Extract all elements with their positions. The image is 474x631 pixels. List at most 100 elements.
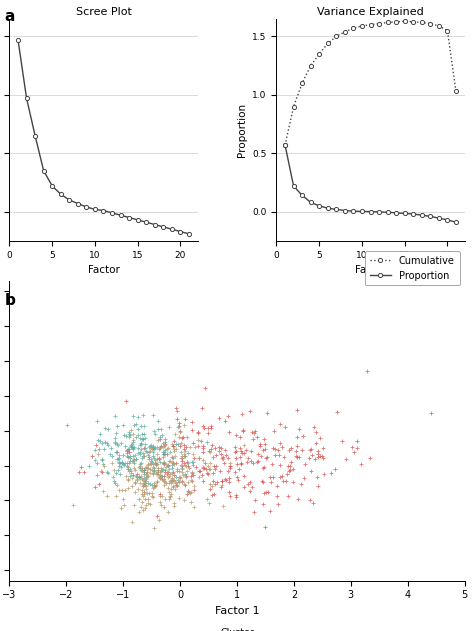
Point <box>160 458 168 468</box>
Point <box>120 460 128 470</box>
Point <box>156 442 164 452</box>
Point <box>130 457 137 468</box>
Point <box>160 480 168 490</box>
Point <box>134 475 141 485</box>
Point <box>314 452 321 462</box>
Point <box>150 466 158 476</box>
Point <box>146 498 154 509</box>
Point <box>158 500 165 510</box>
Point <box>259 499 267 509</box>
Point <box>174 439 182 449</box>
Point <box>190 439 197 449</box>
Point <box>152 443 159 453</box>
Point <box>138 485 146 495</box>
Point <box>165 456 173 466</box>
Point <box>207 421 215 431</box>
Point <box>150 453 158 463</box>
Point <box>148 464 156 475</box>
Point <box>183 432 191 442</box>
Point <box>180 432 187 442</box>
Point <box>145 454 153 464</box>
Point <box>104 425 111 435</box>
Point <box>141 493 149 504</box>
Point <box>248 427 256 437</box>
Point <box>157 423 164 433</box>
Point <box>308 466 315 476</box>
Point <box>152 468 160 478</box>
Point <box>169 468 176 478</box>
Point <box>290 464 297 474</box>
Point <box>115 485 122 495</box>
Point <box>217 482 225 492</box>
Point <box>135 507 143 517</box>
Point <box>97 466 105 476</box>
Point <box>124 446 131 456</box>
Point <box>231 466 239 476</box>
Point <box>247 456 255 466</box>
Point <box>293 441 301 451</box>
Point <box>164 507 172 517</box>
Point <box>143 462 150 472</box>
Point <box>275 450 283 460</box>
Point <box>286 465 294 475</box>
Point <box>128 473 136 483</box>
Point <box>124 475 131 485</box>
Point <box>104 438 111 448</box>
Point <box>306 495 314 505</box>
Point <box>225 427 232 437</box>
Y-axis label: Proportion: Proportion <box>237 103 247 157</box>
Point <box>200 443 207 453</box>
Point <box>170 457 177 468</box>
Point <box>195 454 203 464</box>
Point <box>158 490 165 500</box>
Point <box>99 459 107 469</box>
Point <box>124 444 132 454</box>
Point <box>225 487 233 497</box>
Title: Variance Explained: Variance Explained <box>317 7 424 17</box>
Point <box>104 468 112 478</box>
Point <box>226 491 234 501</box>
Point <box>278 442 285 452</box>
Point <box>281 452 288 463</box>
Point <box>122 396 130 406</box>
Point <box>122 471 129 481</box>
Point <box>174 422 182 432</box>
Point <box>251 426 259 436</box>
Point <box>180 444 188 454</box>
Point <box>132 432 139 442</box>
Point <box>144 472 151 482</box>
Point <box>165 493 173 504</box>
Point <box>140 480 148 490</box>
Point <box>213 476 221 487</box>
Point <box>106 449 114 459</box>
Point <box>195 472 202 482</box>
Point <box>98 454 106 464</box>
Point <box>192 462 200 472</box>
Point <box>176 426 184 436</box>
Point <box>163 467 171 477</box>
Point <box>146 464 154 474</box>
Point <box>293 432 301 442</box>
Point <box>99 485 107 495</box>
Point <box>295 452 303 463</box>
Point <box>338 436 346 446</box>
Point <box>170 459 177 469</box>
Point <box>89 451 96 461</box>
Point <box>150 427 157 437</box>
Point <box>149 459 157 469</box>
Point <box>143 484 150 494</box>
Point <box>136 461 144 471</box>
Point <box>210 489 218 499</box>
Point <box>242 445 250 456</box>
Point <box>141 465 148 475</box>
Point <box>158 474 165 484</box>
Point <box>126 456 134 466</box>
Point <box>94 449 102 459</box>
Point <box>149 492 157 502</box>
Point <box>150 465 157 475</box>
Point <box>115 453 122 463</box>
Point <box>173 466 181 476</box>
Point <box>114 447 121 457</box>
Point <box>131 477 139 487</box>
Point <box>107 442 115 452</box>
